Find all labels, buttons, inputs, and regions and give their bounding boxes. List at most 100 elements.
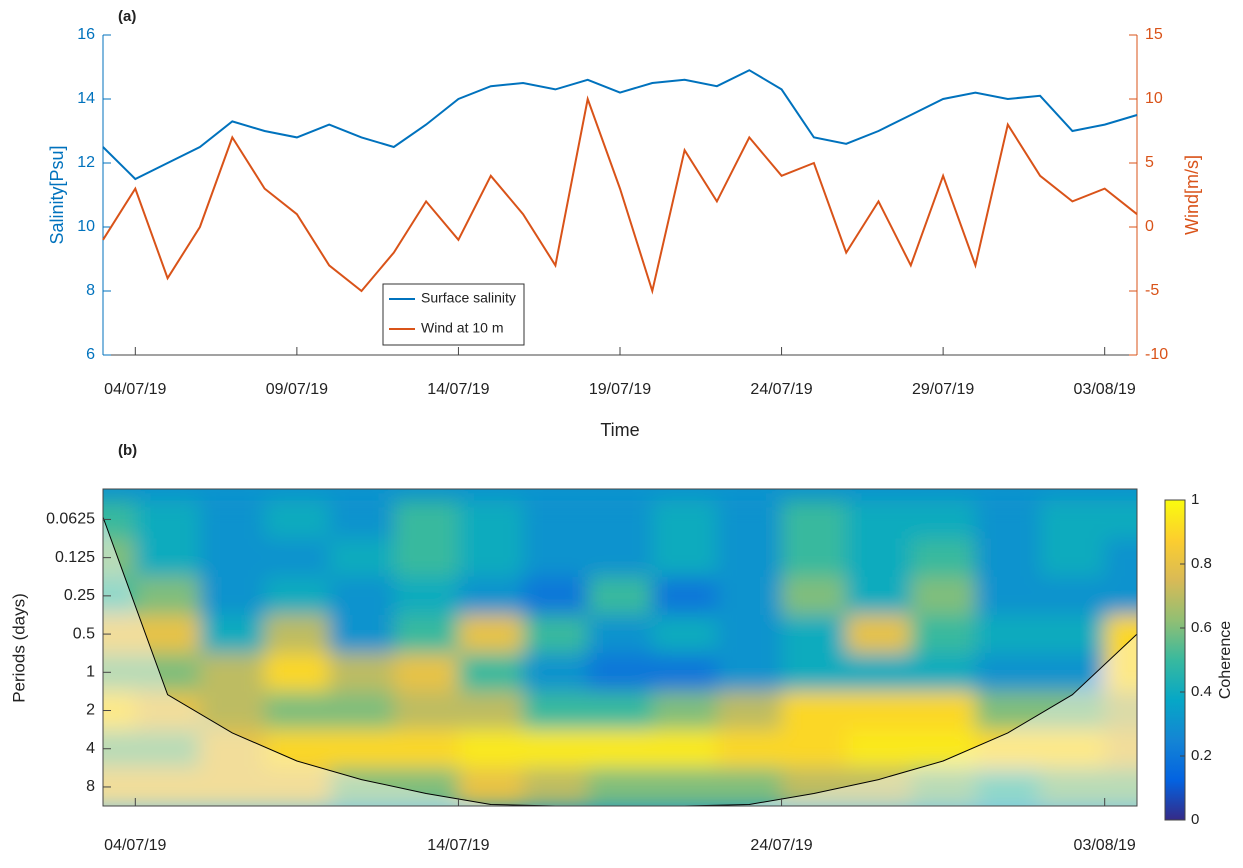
heatmap-cell [846,538,912,578]
heatmap-cell [199,576,266,616]
heatmap-cell [910,538,977,578]
heatmap-cell [329,576,395,616]
heatmap-cell [1104,729,1137,769]
heatmap-cell [910,767,977,806]
colorbar-tick-label: 0 [1191,811,1199,828]
colorbar-tick-label: 0.6 [1191,619,1212,636]
heatmap-cell [264,767,331,806]
y-tick-label: 8 [86,282,95,299]
heatmap-cell [458,576,525,616]
y-axis-title: Periods (days) [9,593,28,703]
y2-tick-label: 10 [1145,90,1163,107]
heatmap-cell [329,767,395,806]
heatmap-cell [587,576,654,616]
heatmap-cell [458,767,525,806]
heatmap-cell [975,538,1042,578]
heatmap-cell [458,500,525,540]
heatmap-cell [199,500,266,540]
heatmap-cell [652,729,718,769]
heatmap-cell [264,691,331,731]
heatmap-cell [910,576,977,616]
heatmap-cell [458,653,525,693]
heatmap-cell [523,691,589,731]
heatmap-cell [781,653,848,693]
heatmap-cell [846,691,912,731]
heatmap-cell [199,614,266,655]
plot-frame [102,488,1138,807]
heatmap-cell [329,691,395,731]
heatmap-cell [781,767,848,806]
y-tick-label: 0.125 [55,549,95,566]
y-tick-label: 1 [86,664,95,681]
legend-box [382,283,525,346]
x-tick-label: 03/08/19 [1074,381,1136,398]
heatmap-cell [1040,576,1106,616]
data-line [102,69,1138,181]
heatmap-cell [393,729,460,769]
heatmap-cell [1104,691,1137,731]
heatmap-cell [652,576,718,616]
x-axis-title: Time [600,420,639,440]
heatmap-cell [587,614,654,655]
heatmap-cell [199,767,266,806]
heatmap-cells [103,500,1137,806]
heatmap-cell [652,767,718,806]
heatmap-cell [264,653,331,693]
heatmap-cell [846,576,912,616]
heatmap-cell [975,500,1042,540]
heatmap-cell [652,691,718,731]
heatmap-cell [523,500,589,540]
heatmap-cell [199,691,266,731]
heatmap-cell [846,729,912,769]
heatmap-cell [975,767,1042,806]
heatmap-cell [1040,691,1106,731]
heatmap-cell [975,653,1042,693]
y-tick-label: 10 [77,218,95,235]
heatmap-cell [975,691,1042,731]
heatmap-cell [781,538,848,578]
heatmap-cell [523,767,589,806]
x-tick-label: 19/07/19 [589,381,651,398]
heatmap-cell [1104,767,1137,806]
heatmap-cell [329,729,395,769]
heatmap-cell [264,576,331,616]
heatmap-cell [1104,500,1137,540]
y-axis-title: Salinity[Psu] [47,145,67,244]
heatmap-cell [652,500,718,540]
heatmap-cell [1040,653,1106,693]
heatmap-cell [393,538,460,578]
heatmap-cell [716,653,783,693]
heatmap-cell [329,614,395,655]
heatmap-cell [1104,614,1137,655]
heatmap-cell [652,614,718,655]
heatmap-cell [781,500,848,540]
heatmap-cell [523,614,589,655]
heatmap-cell [975,614,1042,655]
heatmap-cell [458,691,525,731]
heatmap-cell [523,538,589,578]
heatmap-cell [781,576,848,616]
heatmap-cell [846,614,912,655]
y2-tick-label: -10 [1145,346,1168,363]
heatmap-cell [846,653,912,693]
panel-label: (a) [118,8,136,25]
y-tick-label: 0.0625 [46,511,95,528]
heatmap-cell [103,729,137,769]
heatmap-cell [393,767,460,806]
heatmap-cell [716,767,783,806]
y-tick-label: 0.5 [73,625,95,642]
heatmap-cell [846,767,912,806]
panel-label: (b) [118,442,137,459]
heatmap-cell [264,729,331,769]
y-tick-label: 8 [86,778,95,795]
y-tick-label: 6 [86,346,95,363]
heatmap-cell [1040,614,1106,655]
coi-line [103,517,1137,806]
y2-tick-label: 5 [1145,154,1154,171]
x-tick-label: 09/07/19 [266,381,328,398]
heatmap-cell [910,691,977,731]
heatmap-cell [975,729,1042,769]
y-tick-label: 4 [86,740,95,757]
heatmap-cell [587,691,654,731]
